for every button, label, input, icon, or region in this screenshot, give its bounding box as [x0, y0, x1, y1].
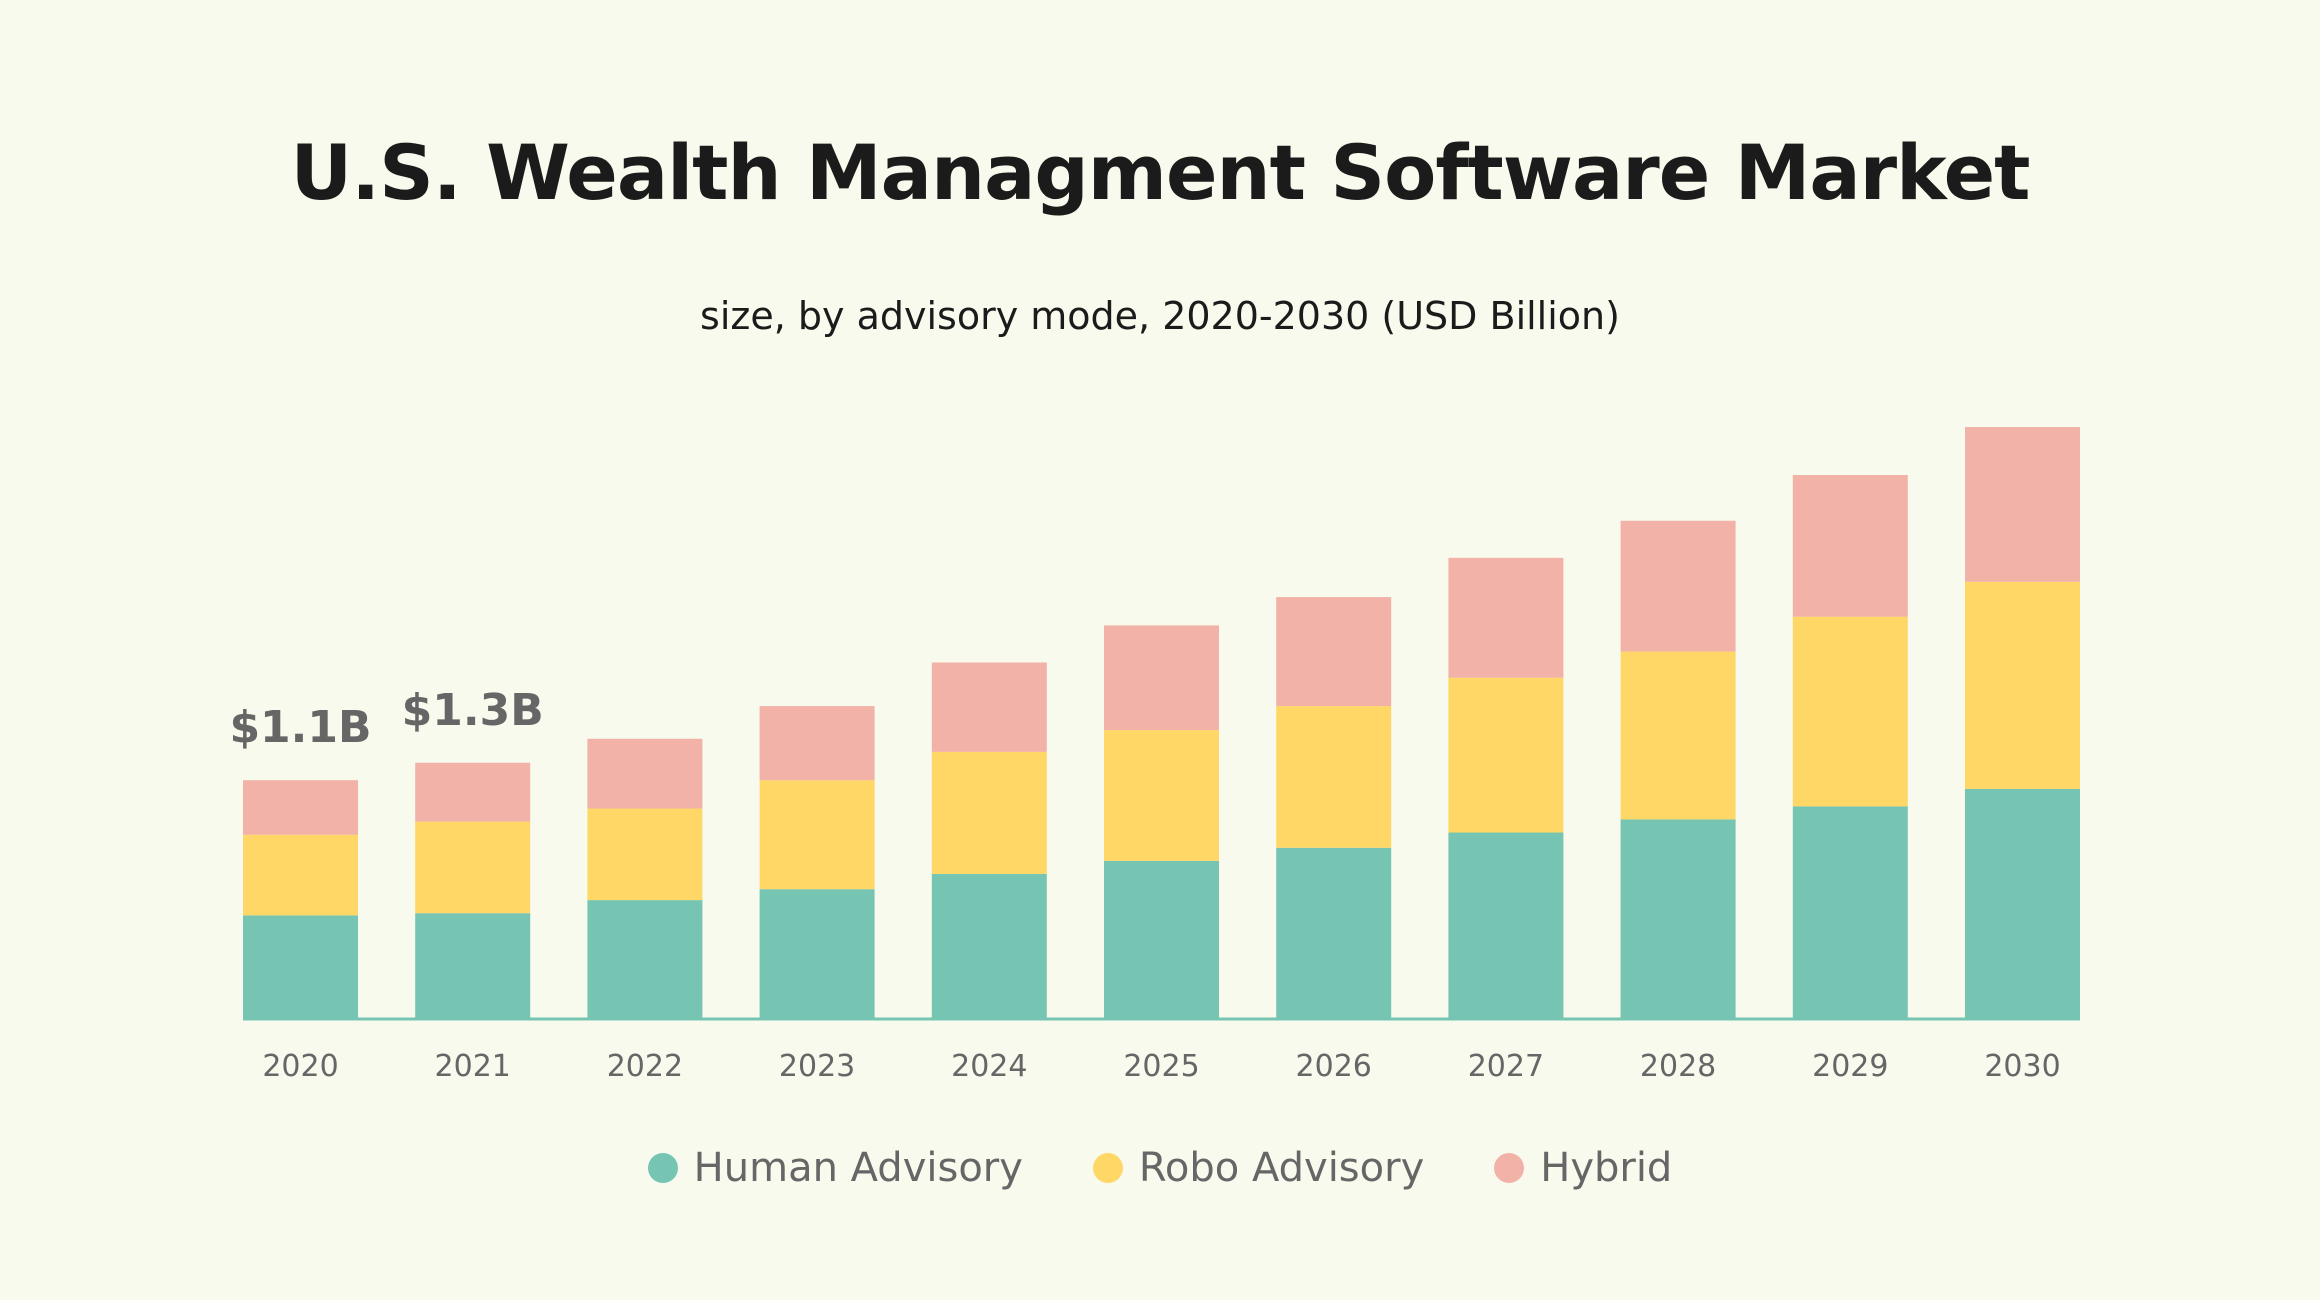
- bar-segment-human-advisory-2025: [1104, 860, 1219, 1020]
- x-tick-label: 2024: [951, 1049, 1027, 1084]
- bar-segment-hybrid-2021: [415, 762, 531, 822]
- bar-segment-robo-advisory-2023: [759, 780, 875, 890]
- bar-segment-hybrid-2026: [1276, 597, 1392, 707]
- bar-segment-hybrid-2020: [243, 780, 358, 835]
- legend-swatch: [1092, 1153, 1123, 1183]
- bar-segment-robo-advisory-2020: [243, 834, 358, 916]
- x-tick-label: 2029: [1812, 1049, 1888, 1084]
- legend-label: Human Advisory: [693, 1145, 1023, 1191]
- x-tick-label: 2020: [262, 1049, 338, 1084]
- legend-label: Robo Advisory: [1138, 1145, 1425, 1191]
- x-tick-label: 2022: [607, 1049, 683, 1084]
- bar-segment-human-advisory-2026: [1276, 847, 1392, 1020]
- bar-segment-human-advisory-2029: [1792, 806, 1908, 1020]
- legend: Human Advisory Robo Advisory Hybrid: [0, 1145, 2320, 1191]
- bar-segment-human-advisory-2028: [1620, 819, 1736, 1020]
- data-label: $1.3B: [402, 685, 544, 736]
- bar-segment-human-advisory-2022: [587, 900, 703, 1020]
- bar-segment-hybrid-2027: [1448, 557, 1564, 678]
- bar-segment-robo-advisory-2029: [1792, 616, 1908, 807]
- bar-segment-robo-advisory-2030: [1965, 581, 2080, 789]
- chart-title: U.S. Wealth Managment Software Market: [290, 128, 2031, 217]
- bar-segment-hybrid-2029: [1792, 475, 1908, 617]
- bar-segment-human-advisory-2021: [415, 913, 531, 1020]
- bar-segment-human-advisory-2023: [759, 889, 875, 1020]
- bar-segment-robo-advisory-2024: [931, 751, 1047, 874]
- data-label: $1.1B: [229, 702, 371, 753]
- bar-segment-hybrid-2024: [931, 662, 1047, 752]
- bar-segment-hybrid-2028: [1620, 520, 1736, 652]
- legend-item-human-advisory: Human Advisory: [647, 1145, 1023, 1191]
- bar-segment-hybrid-2022: [587, 738, 703, 809]
- x-tick-label: 2027: [1468, 1049, 1544, 1084]
- x-tick-label: 2021: [435, 1049, 511, 1084]
- x-tick-label: 2030: [1984, 1049, 2060, 1084]
- legend-swatch: [1494, 1153, 1525, 1183]
- bar-segment-robo-advisory-2025: [1104, 730, 1219, 861]
- bar-segment-hybrid-2025: [1104, 625, 1219, 731]
- bar-segment-human-advisory-2030: [1965, 788, 2080, 1020]
- bar-segment-human-advisory-2027: [1448, 832, 1564, 1020]
- bar-segment-hybrid-2030: [1965, 427, 2080, 582]
- x-tick-label: 2025: [1123, 1049, 1199, 1084]
- bar-segment-robo-advisory-2021: [415, 821, 531, 914]
- bar-segment-robo-advisory-2028: [1620, 651, 1736, 820]
- bar-segment-human-advisory-2024: [931, 873, 1047, 1020]
- x-tick-label: 2023: [779, 1049, 855, 1084]
- x-tick-label: 2026: [1296, 1049, 1372, 1084]
- bar-segment-human-advisory-2020: [243, 915, 358, 1020]
- x-tick-label: 2028: [1640, 1049, 1716, 1084]
- bar-segment-robo-advisory-2022: [587, 808, 703, 901]
- legend-label: Hybrid: [1540, 1145, 1673, 1191]
- legend-swatch: [647, 1153, 678, 1183]
- bar-segment-robo-advisory-2026: [1276, 706, 1392, 848]
- legend-item-hybrid: Hybrid: [1494, 1145, 1672, 1191]
- legend-item-robo-advisory: Robo Advisory: [1092, 1145, 1425, 1191]
- chart-subtitle: size, by advisory mode, 2020-2030 (USD B…: [700, 294, 1620, 338]
- bar-segment-robo-advisory-2027: [1448, 677, 1564, 833]
- bar-segment-hybrid-2023: [759, 706, 875, 781]
